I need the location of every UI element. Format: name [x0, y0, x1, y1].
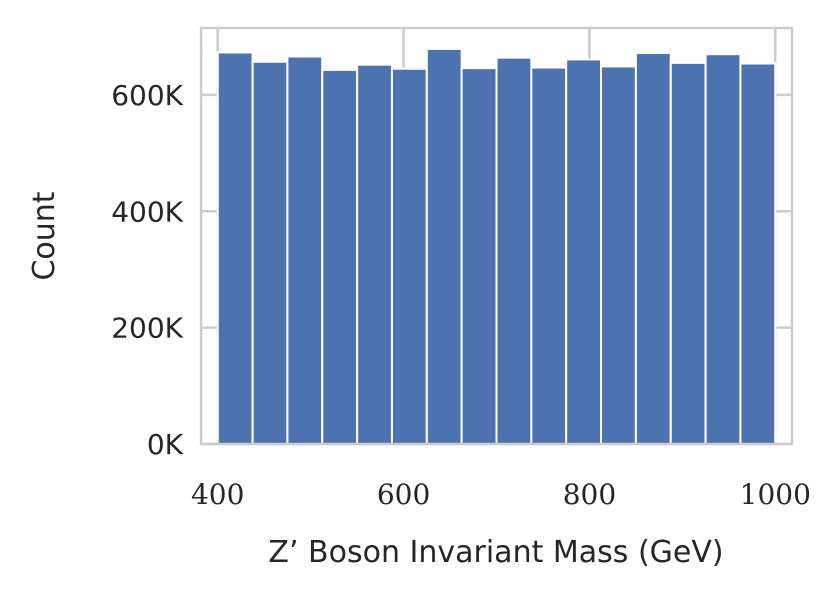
y-tick-label: 0K	[147, 428, 184, 461]
histogram-bar	[356, 63, 393, 446]
bars	[216, 47, 777, 446]
histogram-bar	[390, 67, 428, 446]
y-tick-label: 600K	[111, 79, 183, 112]
y-axis-label: Count	[27, 191, 62, 280]
histogram-bar	[460, 67, 498, 446]
plot-frame	[199, 26, 794, 446]
histogram-bar	[600, 65, 637, 446]
histogram-bar	[321, 68, 359, 446]
x-tick-label: 400	[191, 478, 244, 511]
x-tick-labels: 400 600 800 1000	[191, 478, 811, 511]
histogram-bar	[704, 53, 742, 445]
y-tick-labels: 0K 200K 400K 600K	[111, 79, 183, 461]
histogram-bar	[216, 51, 254, 445]
x-tick-label: 1000	[740, 478, 811, 511]
histogram-bar	[251, 60, 289, 445]
histogram-bar	[565, 58, 603, 445]
y-tick-label: 400K	[111, 195, 183, 228]
histogram-bar	[286, 55, 324, 445]
histogram-bar	[739, 62, 777, 446]
y-tick-label: 200K	[111, 312, 183, 345]
x-tick-label: 800	[563, 478, 616, 511]
histogram-bar	[669, 61, 707, 446]
histogram-bar	[495, 56, 533, 445]
x-tick-label: 600	[377, 478, 430, 511]
x-axis-label: Z’ Boson Invariant Mass (GeV)	[268, 535, 723, 570]
histogram-bar	[530, 66, 568, 446]
histogram-bar	[634, 52, 672, 445]
histogram-bar	[425, 47, 463, 445]
